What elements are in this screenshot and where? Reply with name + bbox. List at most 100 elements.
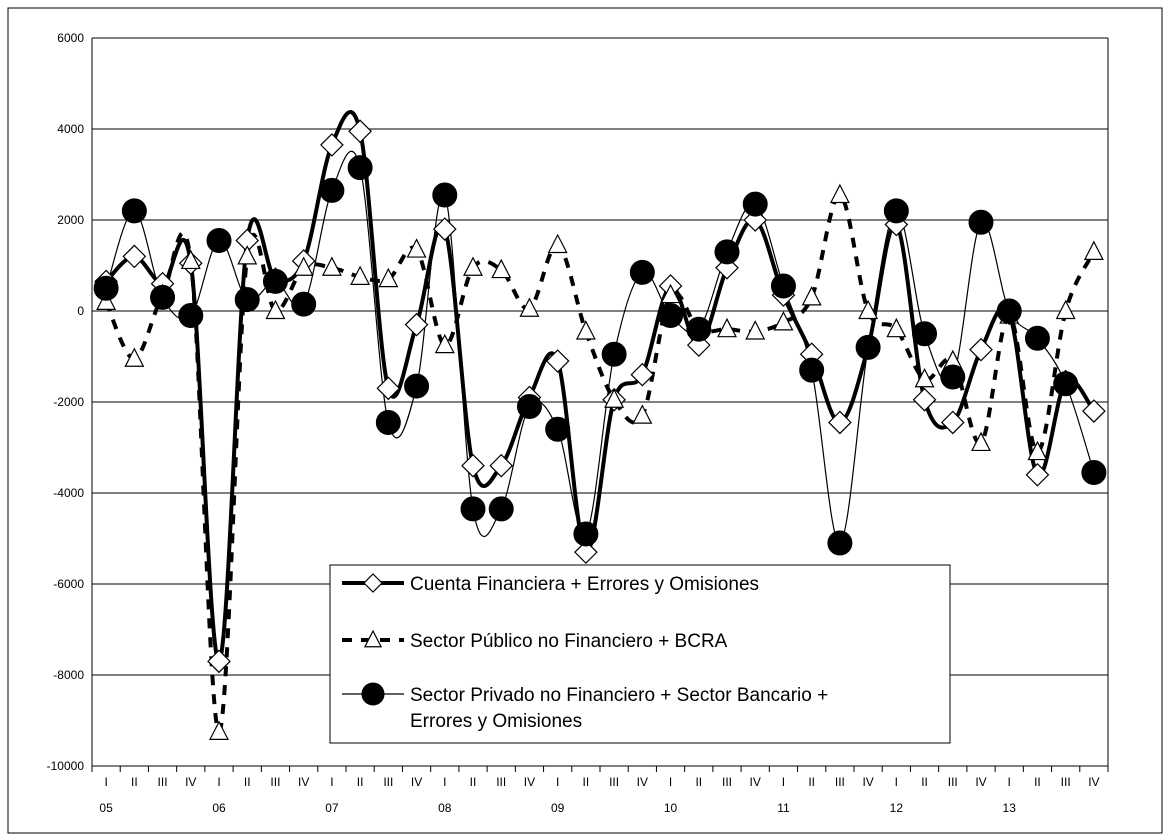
x-tick-label: III (948, 775, 958, 789)
x-year-label: 05 (99, 801, 113, 815)
x-tick-label: III (1061, 775, 1071, 789)
x-tick-label: IV (1088, 775, 1099, 789)
x-year-label: 08 (438, 801, 452, 815)
x-year-label: 13 (1003, 801, 1017, 815)
series-layer (93, 110, 1107, 740)
y-tick-label: 0 (77, 304, 84, 318)
x-tick-label: I (104, 775, 107, 789)
point-circle (319, 177, 345, 203)
point-triangle (971, 431, 991, 452)
x-tick-label: IV (411, 775, 422, 789)
point-triangle (293, 256, 314, 276)
point-diamond (630, 362, 655, 387)
point-circle (686, 316, 712, 342)
point-triangle (350, 265, 371, 285)
x-tick-label: IV (750, 775, 761, 789)
y-tick-label: 6000 (57, 31, 84, 45)
point-triangle (209, 720, 229, 740)
legend-marker-circle (361, 682, 385, 706)
point-triangle (604, 388, 625, 408)
point-circle (178, 303, 204, 329)
point-circle (573, 521, 599, 547)
point-circle (799, 357, 825, 383)
point-circle (375, 409, 401, 435)
point-circle (206, 227, 232, 253)
x-year-label: 12 (890, 801, 904, 815)
point-diamond (207, 649, 231, 674)
point-diamond (461, 453, 485, 478)
point-circle (855, 334, 881, 360)
point-triangle (1083, 240, 1104, 260)
point-triangle (406, 238, 427, 258)
point-diamond (912, 387, 937, 412)
point-circle (658, 303, 684, 329)
x-tick-label: I (217, 775, 220, 789)
point-circle (912, 321, 938, 347)
point-triangle (886, 317, 907, 338)
y-tick-label: -2000 (53, 395, 84, 409)
point-circle (996, 298, 1022, 324)
point-triangle (378, 267, 399, 288)
x-tick-label: II (131, 775, 138, 789)
point-triangle (801, 286, 822, 306)
point-circle (1053, 371, 1079, 397)
point-diamond (376, 376, 401, 401)
point-diamond (320, 133, 344, 157)
x-tick-label: III (609, 775, 619, 789)
x-tick-label: II (583, 775, 590, 789)
point-circle (460, 496, 486, 522)
point-triangle (265, 299, 286, 320)
point-circle (968, 209, 994, 235)
x-tick-label: III (383, 775, 393, 789)
y-tick-label: -10000 (47, 759, 85, 773)
point-triangle (829, 183, 850, 204)
x-tick-label: II (244, 775, 251, 789)
point-circle (516, 394, 542, 420)
point-triangle (519, 297, 540, 317)
point-diamond (489, 453, 514, 478)
point-circle (93, 275, 119, 301)
point-diamond (432, 217, 457, 241)
x-tick-label: II (470, 775, 477, 789)
x-tick-label: I (330, 775, 333, 789)
point-diamond (122, 244, 147, 269)
point-diamond (574, 540, 598, 564)
point-circle (827, 530, 853, 556)
x-tick-label: III (158, 775, 168, 789)
point-circle (742, 191, 768, 217)
point-circle (262, 268, 288, 294)
point-diamond (969, 337, 993, 362)
point-triangle (632, 404, 653, 424)
legend-marker-diamond (363, 573, 383, 593)
point-diamond (940, 410, 965, 435)
point-diamond (1025, 462, 1050, 487)
x-tick-label: I (556, 775, 559, 789)
point-circle (432, 182, 458, 208)
point-circle (545, 416, 571, 442)
point-triangle (914, 367, 935, 388)
point-diamond (828, 410, 852, 435)
point-diamond (545, 349, 570, 373)
x-tick-label: I (895, 775, 898, 789)
point-circle (121, 198, 147, 224)
x-tick-label: II (1034, 775, 1041, 789)
point-triangle (124, 347, 145, 367)
point-circle (601, 341, 627, 367)
x-tick-label: IV (524, 775, 535, 789)
point-circle (1081, 460, 1107, 486)
series-line-triangle (104, 192, 1096, 734)
point-triangle (237, 245, 258, 265)
legend-label-line: Sector Privado no Financiero + Sector Ba… (410, 685, 828, 706)
point-triangle (1055, 299, 1076, 320)
point-triangle (491, 258, 512, 279)
y-tick-label: 4000 (57, 122, 84, 136)
point-triangle (547, 233, 568, 254)
point-circle (770, 273, 796, 299)
legend-label: Sector Público no Financiero + BCRA (410, 631, 728, 652)
x-tick-label: II (921, 775, 928, 789)
x-tick-label: II (357, 775, 364, 789)
legend-label: Sector Privado no Financiero + Sector Ba… (410, 685, 828, 732)
x-tick-label: III (835, 775, 845, 789)
point-circle (347, 155, 373, 181)
point-circle (1024, 325, 1050, 351)
